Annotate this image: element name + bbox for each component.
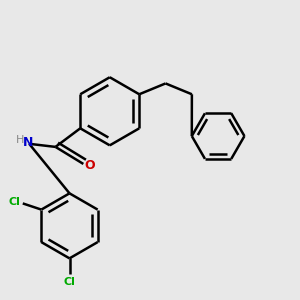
Text: O: O [85,159,95,172]
Text: N: N [22,136,33,149]
Text: H: H [16,135,24,145]
Text: Cl: Cl [8,197,20,207]
Text: Cl: Cl [64,277,75,286]
